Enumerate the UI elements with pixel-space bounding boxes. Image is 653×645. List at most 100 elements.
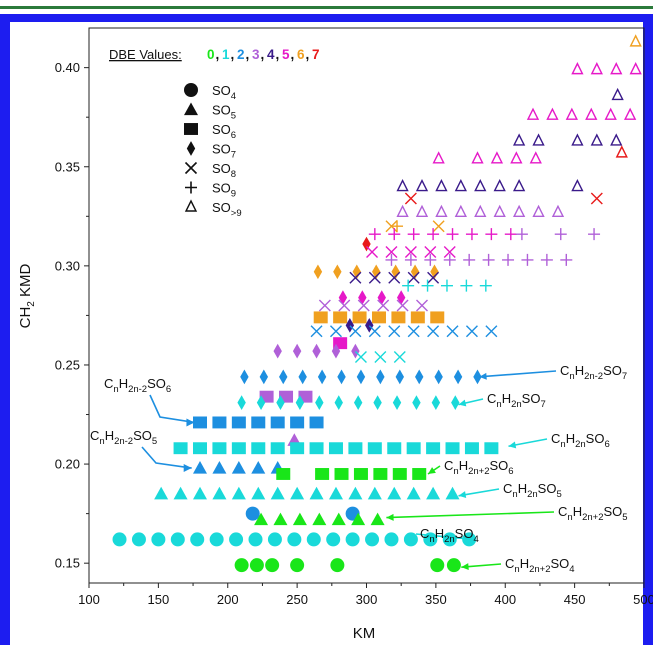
- data-point-square-dbe3: [259, 390, 274, 403]
- data-point-diamond-dbe2: [240, 369, 249, 385]
- x-stroke: [374, 351, 387, 364]
- formula-part: H: [573, 504, 582, 519]
- dbe-value-5: 5: [282, 47, 290, 62]
- formula-part: n: [113, 384, 118, 395]
- data-point-diamond-dbe2: [356, 369, 366, 385]
- plus-stroke: [368, 228, 381, 241]
- arrow-head: [461, 563, 469, 571]
- data-point-smalltri-dbe5: [610, 62, 623, 75]
- plus-stroke: [482, 253, 495, 266]
- x-stroke: [377, 299, 390, 312]
- data-point-square-dbe6: [313, 311, 328, 324]
- data-point-triangle-dbe1: [406, 486, 421, 500]
- arrow-cnh2n2so5l: [141, 446, 192, 473]
- formula-part: C: [558, 504, 567, 519]
- data-point-x-dbe2: [310, 325, 323, 338]
- data-point-x-dbe2: [368, 325, 381, 338]
- x-tick-label: 100: [78, 592, 100, 607]
- data-point-diamond-dbe1: [431, 395, 441, 410]
- data-point-smalltri-dbe3: [512, 204, 526, 218]
- data-point-triangle-dbe1: [212, 486, 227, 500]
- data-point-circle-dbe1: [209, 532, 224, 547]
- data-point-triangle-dbe1: [328, 486, 343, 500]
- data-point-x-dbe4: [368, 271, 381, 284]
- x-tick-label: 500: [633, 592, 653, 607]
- data-point-diamond-dbe2: [473, 369, 482, 385]
- data-point-smalltri-dbe3: [532, 204, 545, 218]
- formula-part: 2n+2: [468, 466, 489, 477]
- data-point-diamond-dbe4: [345, 317, 355, 333]
- data-point-smalltri-dbe5: [590, 62, 603, 75]
- data-point-square-dbe0: [334, 468, 349, 480]
- formula-part: C: [444, 458, 453, 473]
- x-stroke: [404, 192, 417, 205]
- data-point-circle-dbe1: [112, 532, 127, 547]
- dbe-value-3: 3: [252, 47, 260, 62]
- legend-label-base: SO: [212, 200, 231, 215]
- formula-part: 2n: [527, 489, 538, 500]
- data-point-diamond-dbe2: [337, 369, 346, 385]
- data-point-circle-dbe0: [290, 558, 305, 573]
- x-tick-label: 150: [148, 592, 170, 607]
- y-tick-label: 0.40: [55, 60, 80, 75]
- data-point-square-dbe1: [445, 442, 460, 455]
- data-point-diamond-dbe1: [315, 395, 324, 410]
- data-point-square-dbe0: [412, 468, 427, 480]
- plus-stroke: [463, 253, 476, 266]
- arrow-shaft: [479, 370, 557, 378]
- legend-marker-circle: [184, 83, 198, 97]
- plus-stroke: [421, 279, 434, 292]
- dbe-value-2: 2: [237, 47, 245, 62]
- legend-label-sub: 7: [231, 150, 236, 161]
- plus-stroke: [515, 228, 528, 241]
- formula-part: n: [514, 564, 519, 575]
- formula-part: C: [487, 391, 496, 406]
- arrow-head: [508, 441, 517, 449]
- arrow-head: [458, 399, 467, 407]
- data-point-smalltri-dbe5: [565, 107, 578, 120]
- data-point-triangle-dbe0: [292, 512, 307, 526]
- arrow-shaft: [141, 446, 192, 469]
- x-stroke: [368, 271, 381, 284]
- formula-label: CnH2n-2SO7: [560, 363, 627, 382]
- data-point-smalltri-dbe5: [604, 107, 617, 120]
- formula-part: n: [560, 439, 565, 450]
- data-point-circle-dbe0: [330, 558, 345, 573]
- data-point-circle-dbe0: [249, 558, 264, 573]
- dbe-value-0: 0: [207, 47, 215, 62]
- data-point-diamond-dbe2: [279, 369, 288, 385]
- legend-label: SO>9: [212, 200, 242, 219]
- legend-label-base: SO: [212, 103, 231, 118]
- plus-stroke: [385, 253, 398, 266]
- data-point-x-dbe3: [396, 299, 409, 312]
- data-point-triangle-dbe0: [254, 512, 269, 526]
- dbe-legend: DBE Values: 0, 1, 2, 3, 4, 5, 6, 7: [109, 47, 320, 62]
- data-point-plus-dbe3: [502, 253, 515, 266]
- data-point-smalltri-dbe3: [415, 204, 429, 218]
- x-stroke: [407, 271, 420, 284]
- data-point-square-dbe6: [410, 311, 425, 324]
- plus-stroke: [424, 253, 437, 266]
- dbe-separator: ,: [306, 47, 310, 62]
- data-point-smalltri-dbe3: [435, 204, 448, 218]
- formula-part: n: [569, 371, 574, 382]
- data-point-diamond-dbe3: [331, 343, 341, 359]
- data-point-triangle-dbe2: [231, 461, 246, 474]
- data-point-smalltri-dbe5: [623, 107, 637, 120]
- data-point-smalltri-dbe5: [432, 151, 445, 164]
- plus-stroke: [479, 279, 492, 292]
- x-stroke: [310, 325, 323, 338]
- arrow-head: [466, 535, 474, 543]
- data-point-diamond-dbe2: [395, 369, 404, 385]
- data-point-triangle-dbe2: [193, 461, 207, 474]
- data-point-square-dbe5: [333, 337, 348, 350]
- x-stroke: [427, 271, 440, 284]
- data-point-circle-dbe1: [365, 532, 380, 547]
- formula-part: n: [453, 466, 458, 477]
- plus-stroke: [391, 220, 404, 233]
- x-stroke: [465, 325, 478, 338]
- data-point-x-dbe5: [385, 245, 398, 258]
- data-point-x-dbe3: [416, 299, 428, 312]
- data-point-x-dbe5: [424, 245, 437, 258]
- plus-stroke: [560, 253, 573, 266]
